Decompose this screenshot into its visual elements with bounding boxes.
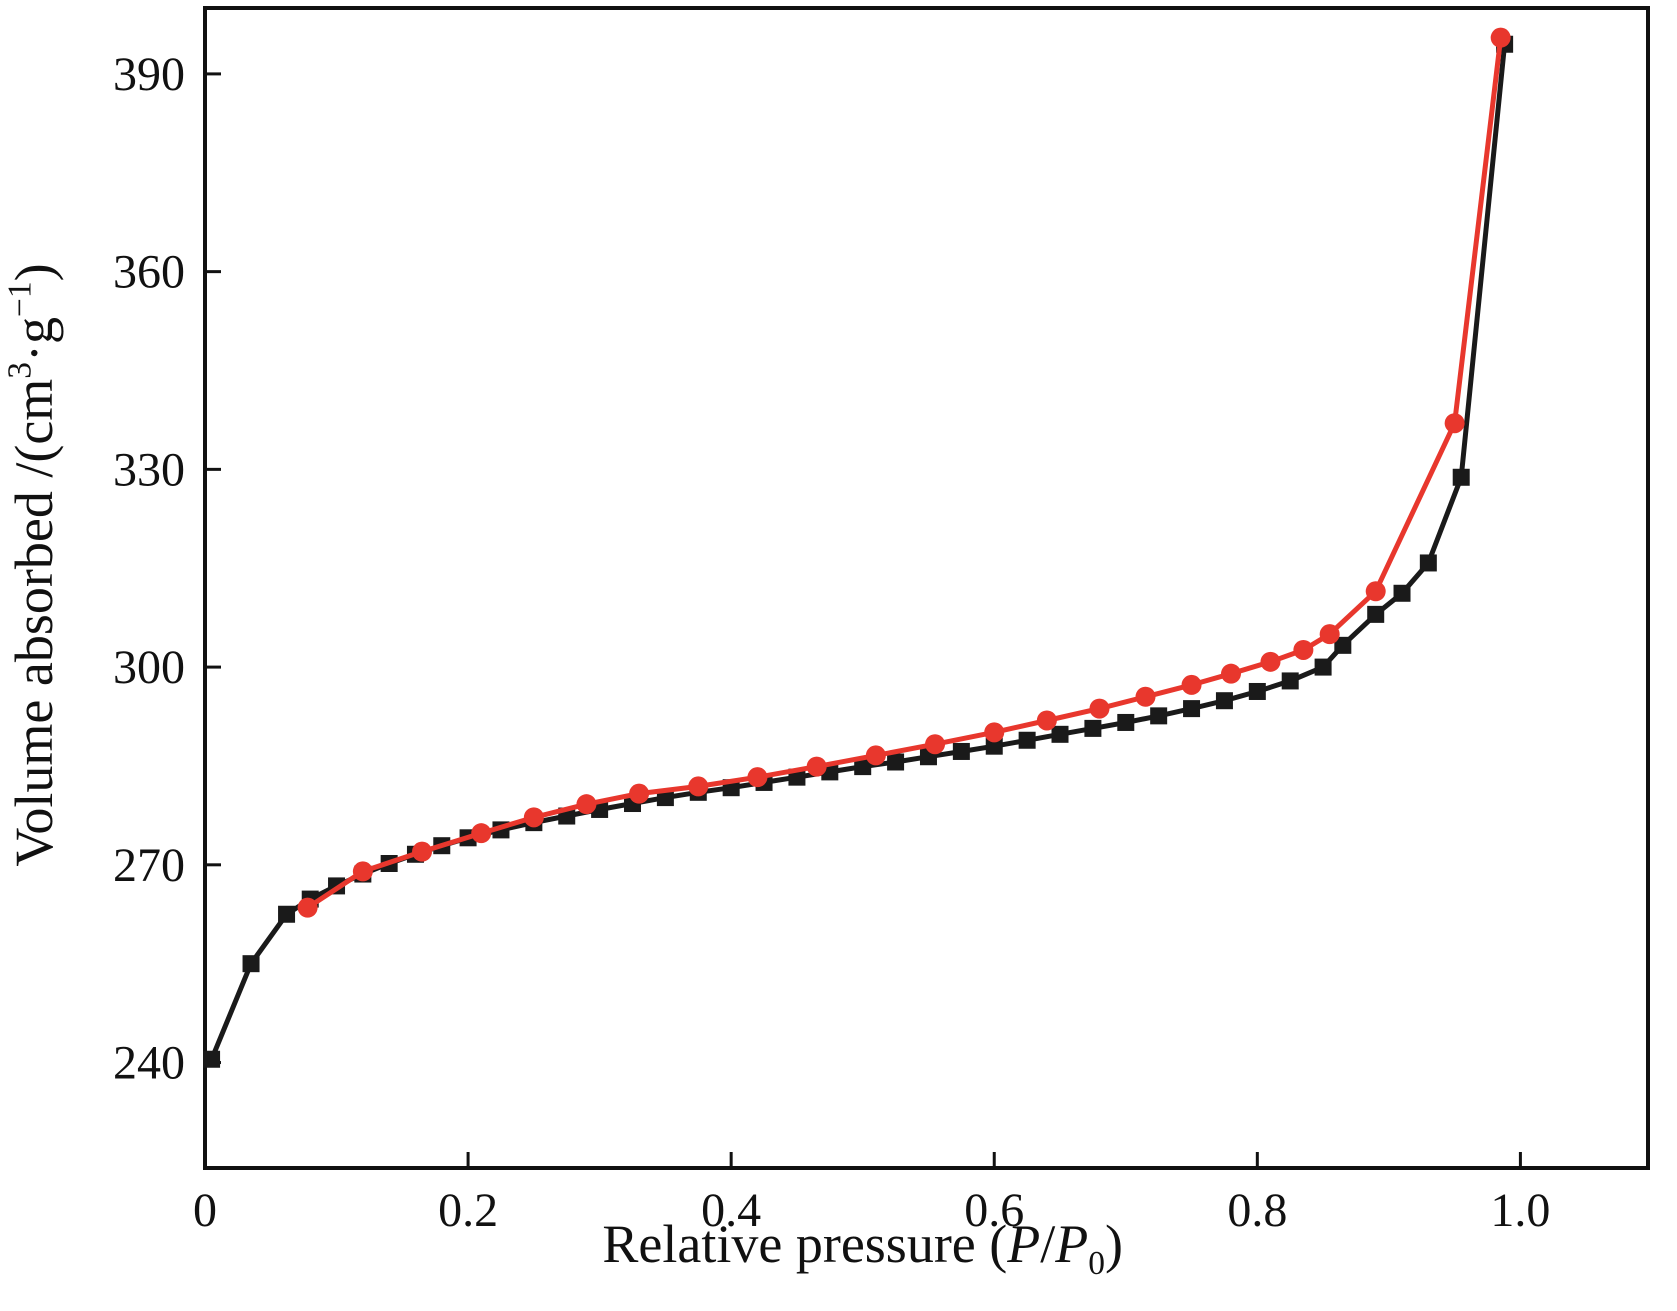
desorption-marker [297, 897, 318, 918]
plot-frame [203, 6, 1650, 1170]
desorption-marker [352, 861, 373, 882]
adsorption-marker [1183, 700, 1201, 718]
y-tick-label: 330 [113, 443, 185, 496]
desorption-marker [1089, 698, 1110, 719]
x-tick-label: 1.0 [1490, 1184, 1550, 1237]
series-desorption [297, 27, 1511, 918]
adsorption-marker [854, 758, 872, 776]
desorption-marker [1444, 413, 1465, 434]
desorption-marker [925, 734, 946, 755]
adsorption-marker [1452, 468, 1470, 486]
adsorption-marker [203, 1050, 221, 1068]
desorption-marker [629, 783, 650, 804]
desorption-marker [688, 776, 709, 797]
axis-titles: Relative pressure (P/P0) Volume absorbed … [1, 263, 1123, 1281]
desorption-marker [1221, 663, 1242, 684]
adsorption-marker [1018, 731, 1036, 749]
adsorption-marker [952, 742, 970, 760]
desorption-marker [1181, 674, 1202, 695]
desorption-marker [1319, 624, 1340, 645]
adsorption-line [209, 41, 1508, 1062]
y-tick-label: 240 [113, 1037, 185, 1090]
y-axis: 240 270 300 330 360 390 [113, 48, 221, 1090]
x-tick-label: 0.6 [964, 1184, 1024, 1237]
adsorption-marker [1150, 707, 1168, 725]
adsorption-marker [278, 905, 296, 923]
desorption-marker [1365, 581, 1386, 602]
adsorption-marker [1117, 713, 1135, 731]
desorption-marker [412, 841, 433, 862]
plot-border [203, 6, 1650, 1170]
adsorption-marker [1051, 725, 1069, 743]
desorption-marker [1135, 686, 1156, 707]
adsorption-marker [1084, 719, 1102, 737]
adsorption-marker [1248, 682, 1266, 700]
desorption-marker [1490, 27, 1511, 48]
desorption-marker [1260, 651, 1281, 672]
desorption-marker [806, 756, 827, 777]
desorption-marker [865, 745, 886, 766]
x-tick-label: 0.8 [1227, 1184, 1287, 1237]
adsorption-marker [1215, 692, 1233, 710]
adsorption-marker [242, 955, 260, 973]
desorption-marker [747, 767, 768, 788]
adsorption-marker [985, 737, 1003, 755]
desorption-marker [984, 722, 1005, 743]
desorption-line [305, 35, 1504, 911]
adsorption-marker [1367, 605, 1385, 623]
y-tick-label: 390 [113, 48, 185, 101]
desorption-marker [471, 823, 492, 844]
desorption-marker [576, 794, 597, 815]
y-tick-label: 360 [113, 246, 185, 299]
adsorption-marker [1314, 658, 1332, 676]
desorption-marker [1293, 639, 1314, 660]
y-tick-label: 300 [113, 641, 185, 694]
adsorption-marker [1334, 636, 1352, 654]
y-axis-title: Volume absorbed /(cm3·g−1) [1, 263, 64, 866]
x-axis: 0 0.2 0.4 0.6 0.8 1.0 [193, 1152, 1550, 1237]
series-adsorption [203, 35, 1514, 1068]
adsorption-marker [1281, 672, 1299, 690]
x-tick-label: 0 [193, 1184, 217, 1237]
desorption-marker [523, 807, 544, 828]
desorption-marker [1036, 710, 1057, 731]
adsorption-marker [1393, 584, 1411, 602]
x-tick-label: 0.4 [701, 1184, 761, 1237]
x-tick-label: 0.2 [438, 1184, 498, 1237]
adsorption-marker [887, 753, 905, 771]
adsorption-marker [1419, 554, 1437, 572]
y-tick-label: 270 [113, 839, 185, 892]
x-axis-title: Relative pressure (P/P0) [602, 1214, 1123, 1282]
